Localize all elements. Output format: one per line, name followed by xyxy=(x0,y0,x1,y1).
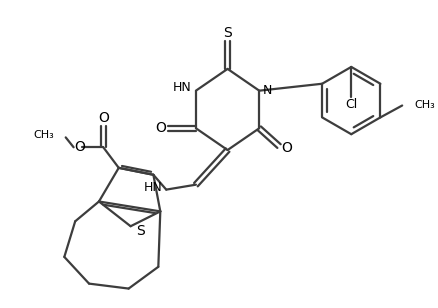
Text: HN: HN xyxy=(173,81,192,94)
Text: N: N xyxy=(263,84,272,97)
Text: O: O xyxy=(98,111,109,125)
Text: CH₃: CH₃ xyxy=(33,130,54,140)
Text: Cl: Cl xyxy=(345,98,357,111)
Text: O: O xyxy=(282,141,293,155)
Text: HN: HN xyxy=(144,181,162,194)
Text: O: O xyxy=(155,121,166,135)
Text: S: S xyxy=(223,26,232,40)
Text: O: O xyxy=(74,140,85,154)
Text: S: S xyxy=(136,224,145,238)
Text: CH₃: CH₃ xyxy=(414,99,435,110)
